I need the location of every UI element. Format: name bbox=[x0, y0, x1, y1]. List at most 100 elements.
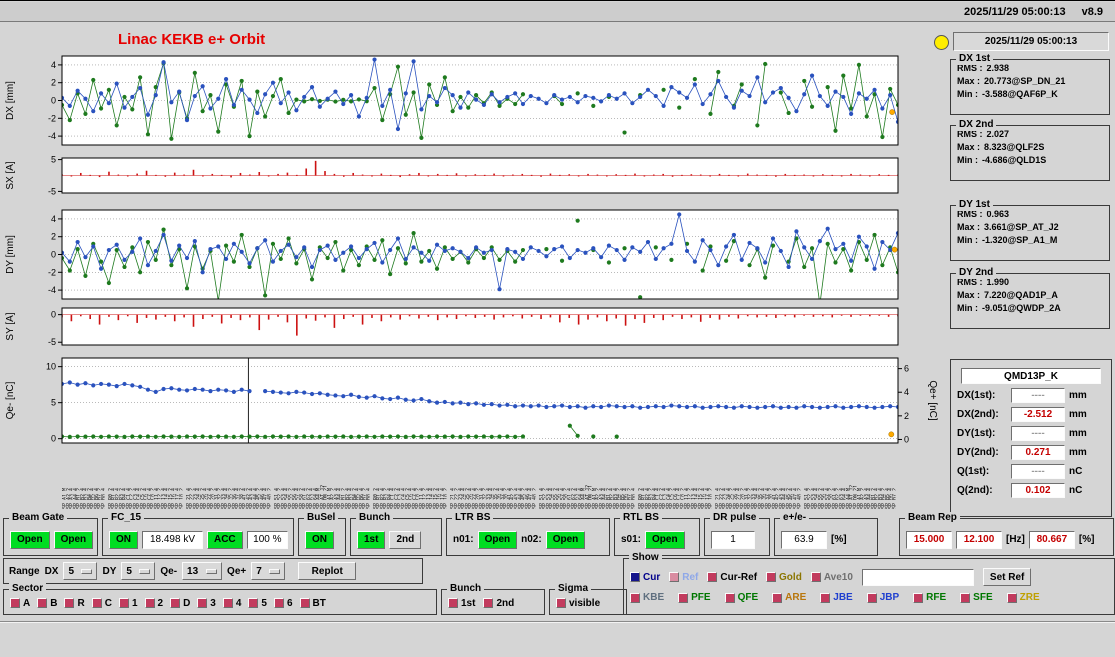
dy-2nd-stats-box: DY 2nd RMS :1.990 Max :7.220@QAD1P_A Min… bbox=[950, 267, 1110, 329]
sector-bt-checkbox[interactable] bbox=[299, 598, 310, 608]
group-caption: Sigma bbox=[555, 583, 592, 595]
beam-gate-open1-button[interactable]: Open bbox=[10, 530, 50, 549]
fc15-on-button[interactable]: ON bbox=[109, 530, 138, 549]
show-ave10-checkbox[interactable] bbox=[810, 572, 821, 582]
set-ref-button[interactable]: Set Ref bbox=[982, 568, 1032, 586]
dy-1st-stats-box: DY 1st RMS :0.963 Max :3.661@SP_AT_J2 Mi… bbox=[950, 199, 1110, 261]
stat-value: 7.220@QAD1P_A bbox=[984, 290, 1058, 300]
sector-d-checkbox[interactable] bbox=[170, 598, 181, 608]
monitor-label: DX(2nd): bbox=[957, 409, 999, 420]
sector-item: 6 bbox=[273, 598, 293, 609]
sector-item: 1 bbox=[118, 598, 138, 609]
show-sfe-checkbox[interactable] bbox=[960, 592, 971, 603]
sector-3-checkbox[interactable] bbox=[197, 598, 208, 608]
sector-item: A bbox=[10, 598, 30, 609]
show-are-label: ARE bbox=[785, 592, 807, 603]
sector-4-checkbox[interactable] bbox=[222, 598, 233, 608]
sigma-visible-item: visible bbox=[556, 598, 600, 609]
status-timestamp: 2025/11/29 05:00:13 bbox=[953, 32, 1109, 51]
show-pfe-label: PFE bbox=[691, 592, 711, 603]
show-qfe-checkbox[interactable] bbox=[724, 592, 735, 603]
sector-6-checkbox[interactable] bbox=[273, 598, 284, 608]
stat-value: -1.320@SP_A1_M bbox=[982, 235, 1058, 245]
ltr-n02-open-button[interactable]: Open bbox=[545, 530, 586, 549]
stat-label: Max : bbox=[957, 290, 981, 300]
range-dx-select[interactable]: 5 bbox=[63, 562, 98, 580]
sector-4-label: 4 bbox=[235, 597, 242, 609]
titlebar-datetime: 2025/11/29 05:00:13 bbox=[964, 5, 1066, 18]
sector-2-checkbox[interactable] bbox=[144, 598, 155, 608]
sector-c-checkbox[interactable] bbox=[91, 598, 102, 608]
show-jbe-checkbox[interactable] bbox=[820, 592, 831, 603]
bunch-1st-label: 1st bbox=[461, 597, 476, 609]
group-caption: Beam Gate bbox=[9, 512, 68, 524]
show-zre-checkbox[interactable] bbox=[1006, 592, 1017, 603]
fc15-percent-field[interactable]: 100 % bbox=[246, 530, 288, 549]
ref-name-input[interactable] bbox=[861, 568, 974, 586]
sector-item: D bbox=[170, 598, 190, 609]
show-jbp-checkbox[interactable] bbox=[866, 592, 877, 603]
group-caption: Bunch bbox=[356, 512, 394, 524]
sector-a-label: A bbox=[23, 597, 31, 609]
stat-value: 8.323@QLF2S bbox=[984, 142, 1045, 152]
dropdown-dash-icon bbox=[81, 568, 93, 574]
stats-caption: DX 1st bbox=[956, 53, 994, 65]
bunch-1st-button[interactable]: 1st bbox=[357, 530, 386, 549]
sector-5-checkbox[interactable] bbox=[248, 598, 259, 608]
show-are-checkbox[interactable] bbox=[772, 592, 783, 603]
bunch-2nd-button[interactable]: 2nd bbox=[389, 530, 422, 549]
sector-a-checkbox[interactable] bbox=[10, 598, 20, 608]
monitor-unit: nC bbox=[1069, 485, 1083, 496]
sector-b-checkbox[interactable] bbox=[37, 598, 48, 608]
stat-value: 2.938 bbox=[986, 63, 1010, 73]
bpm-name-label: SP_C8_2 bbox=[679, 487, 684, 509]
sx-steering-chart: 5 -5 SX [A] bbox=[0, 155, 940, 197]
dropdown-dash-icon bbox=[139, 568, 151, 574]
show-pfe-checkbox[interactable] bbox=[678, 592, 689, 603]
bunch-1st-checkbox[interactable] bbox=[448, 598, 458, 608]
show-ref-checkbox[interactable] bbox=[669, 572, 680, 582]
show-sfe-label: SFE bbox=[973, 592, 993, 603]
rtl-s01-open-button[interactable]: Open bbox=[645, 530, 685, 549]
beam-gate-open2-button[interactable]: Open bbox=[53, 530, 94, 549]
range-dx-label: DX bbox=[44, 565, 59, 577]
range-qem-value: 13 bbox=[187, 565, 199, 577]
sector-item: 2 bbox=[144, 597, 164, 609]
eratio-field[interactable]: 63.9 bbox=[781, 530, 827, 549]
range-qep-select[interactable]: 7 bbox=[251, 562, 286, 580]
group-caption: Sector bbox=[9, 583, 47, 595]
show-cur-checkbox[interactable] bbox=[630, 572, 640, 582]
bunch-select-group: Bunch 1st 2nd bbox=[441, 583, 545, 615]
dr-pulse-field[interactable]: 1 bbox=[711, 530, 755, 549]
sector-1-checkbox[interactable] bbox=[118, 598, 129, 608]
show-gold-checkbox[interactable] bbox=[766, 572, 777, 582]
sigma-visible-checkbox[interactable] bbox=[556, 598, 566, 608]
fc15-kv-field[interactable]: 18.498 kV bbox=[142, 530, 203, 549]
replot-button[interactable]: Replot bbox=[298, 562, 357, 580]
ltr-bs-group: LTR BS n01: Open n02: Open bbox=[446, 512, 610, 556]
stats-caption: DY 2nd bbox=[956, 267, 997, 279]
bunch-2nd-checkbox[interactable] bbox=[483, 598, 494, 608]
show-cur-ref-checkbox[interactable] bbox=[707, 572, 718, 582]
sector-2-label: 2 bbox=[157, 597, 164, 609]
show-ref-item: Ref bbox=[669, 572, 698, 583]
range-qem-select[interactable]: 13 bbox=[182, 562, 223, 580]
monitor-value: -2.512 bbox=[1011, 407, 1065, 422]
range-label: Range bbox=[9, 565, 40, 577]
bpm-monitor-name[interactable]: QMD13P_K bbox=[961, 368, 1101, 384]
show-jbp-item: JBP bbox=[866, 592, 899, 603]
stat-rms: RMS :2.027 bbox=[951, 129, 1109, 139]
show-kbe-checkbox[interactable] bbox=[630, 592, 640, 603]
stat-label: Max : bbox=[957, 222, 981, 232]
sector-d-label: D bbox=[183, 597, 191, 609]
stat-label: Max : bbox=[957, 76, 981, 86]
show-rfe-checkbox[interactable] bbox=[913, 592, 924, 603]
svg-text:4: 4 bbox=[51, 60, 56, 70]
busel-on-button[interactable]: ON bbox=[305, 530, 334, 549]
svg-text:-2: -2 bbox=[48, 267, 56, 277]
sector-r-checkbox[interactable] bbox=[64, 598, 75, 608]
range-dy-select[interactable]: 5 bbox=[121, 562, 156, 580]
ltr-n01-open-button[interactable]: Open bbox=[477, 530, 518, 549]
fc15-acc-button[interactable]: ACC bbox=[206, 530, 243, 549]
stat-label: RMS : bbox=[957, 277, 983, 287]
